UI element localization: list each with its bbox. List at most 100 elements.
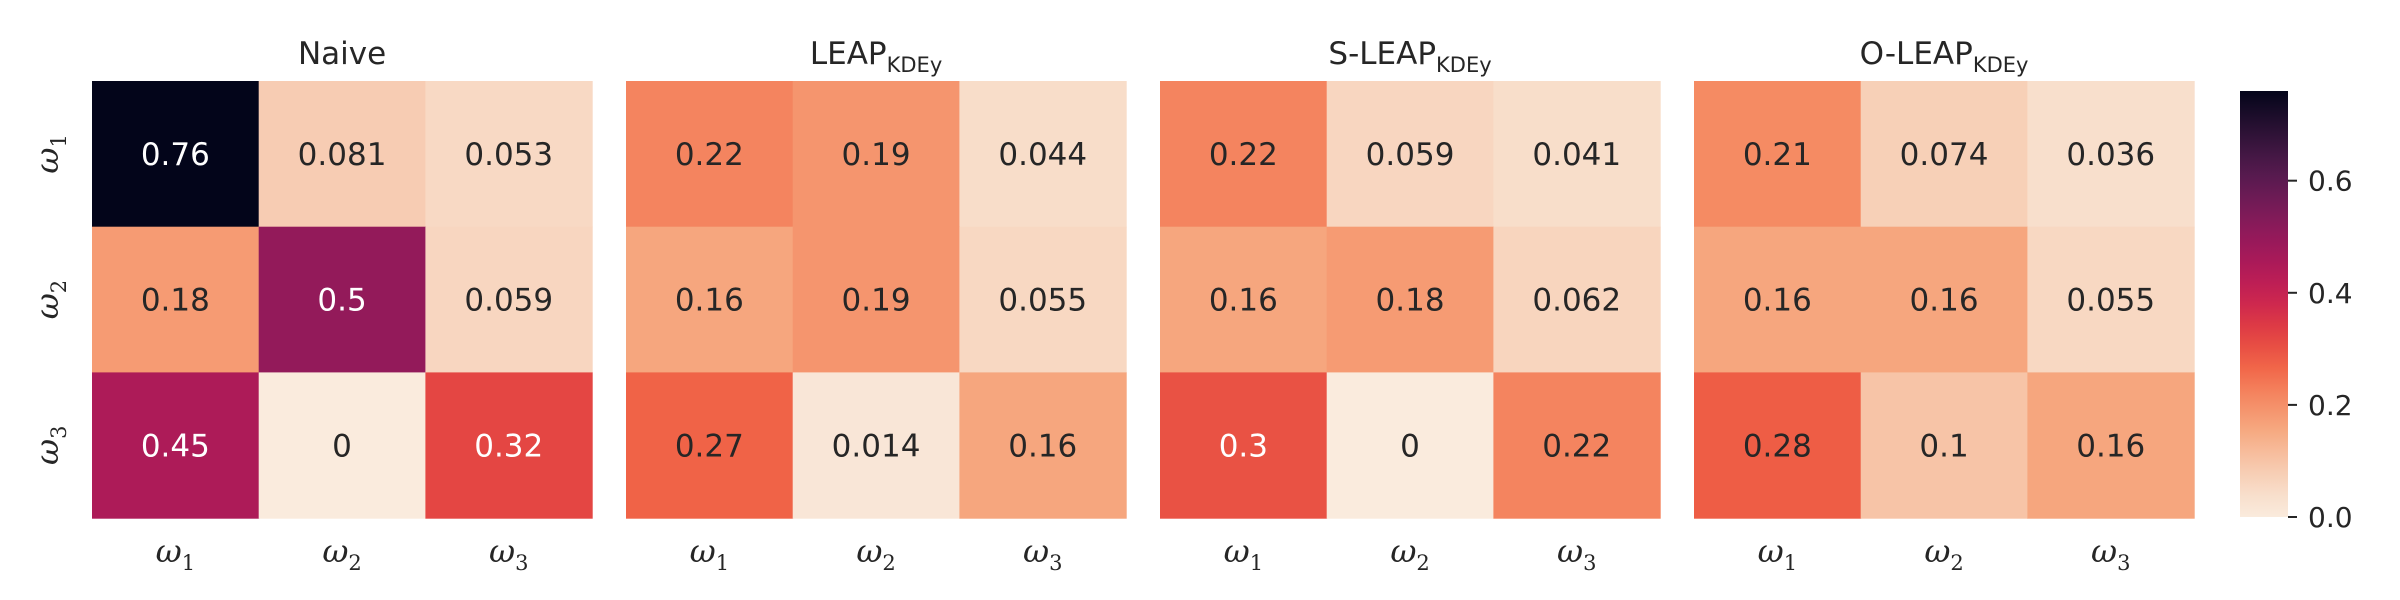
colorbar-tick-label: 0.2 (2308, 389, 2353, 422)
heatmap-cell (92, 81, 260, 228)
x-tick-label: ω3 (489, 532, 528, 575)
heatmap-panel: O-LEAPKDEy 0.21 0.074 0.036 0.16 0.16 0.055 0.2… (1694, 36, 2195, 575)
y-tick-label: ω2 (28, 280, 71, 319)
heatmap-panel: Naive 0.76 0.081 0.053 0.18 0.5 0.059 0.45 0 0.32… (28, 36, 593, 575)
heatmap-cell (792, 226, 960, 373)
cell-value-label: 0.16 (1008, 428, 1077, 464)
cell-value-label: 0.5 (317, 283, 366, 319)
heatmap-cell (1694, 226, 1862, 373)
colorbar-gradient (2240, 91, 2288, 517)
cell-value-label: 0.22 (1209, 137, 1278, 173)
heatmap-cell (1694, 81, 1862, 228)
cell-value-label: 0.28 (1743, 428, 1812, 464)
cell-value-label: 0.16 (2076, 428, 2145, 464)
heatmap-cell (1694, 372, 1862, 519)
cell-value-label: 0.074 (1900, 137, 1989, 173)
cell-value-label: 0.18 (1376, 283, 1445, 319)
heatmap-cell (959, 372, 1127, 519)
cell-value-label: 0.76 (141, 137, 210, 173)
cell-value-label: 0.062 (1532, 283, 1621, 319)
heatmap-cell (258, 372, 426, 519)
heatmap-cell (425, 226, 593, 373)
heatmap-panels: Naive 0.76 0.081 0.053 0.18 0.5 0.059 0.45 0 0.32… (28, 36, 2195, 575)
cell-value-label: 0 (332, 428, 352, 464)
heatmap-cell (792, 81, 960, 228)
cell-value-label: 0.059 (1366, 137, 1455, 173)
x-tick-label: ω1 (690, 532, 729, 575)
cell-value-label: 0.16 (1910, 283, 1979, 319)
heatmap-cell (92, 226, 260, 373)
heatmap-cell (1493, 226, 1661, 373)
heatmap-cell (626, 226, 794, 373)
heatmap-cell (2027, 372, 2195, 519)
cell-value-label: 0.16 (1209, 283, 1278, 319)
cell-value-label: 0.22 (1542, 428, 1611, 464)
panel-title: O-LEAPKDEy (1860, 36, 2029, 77)
cell-value-label: 0.081 (298, 137, 387, 173)
x-tick-label: ω2 (1924, 532, 1963, 575)
cell-value-label: 0.32 (474, 428, 543, 464)
cell-value-label: 0.044 (998, 137, 1087, 173)
cell-value-label: 0.18 (141, 283, 210, 319)
cell-value-label: 0.45 (141, 428, 210, 464)
cell-value-label: 0 (1400, 428, 1420, 464)
heatmap-cell (2027, 226, 2195, 373)
cell-value-label: 0.22 (675, 137, 744, 173)
heatmap-cell (959, 81, 1127, 228)
heatmap-cell (92, 372, 260, 519)
x-tick-label: ω2 (1390, 532, 1429, 575)
heatmap-cell (1860, 372, 2028, 519)
colorbar: 0.0 0.2 0.4 0.6 (2240, 91, 2353, 534)
x-tick-label: ω1 (1224, 532, 1263, 575)
cell-value-label: 0.014 (832, 428, 921, 464)
cell-value-label: 0.1 (1919, 428, 1968, 464)
heatmap-cell (1493, 81, 1661, 228)
heatmap-cell (1326, 226, 1494, 373)
heatmap-cell (626, 372, 794, 519)
heatmap-cell (258, 81, 426, 228)
heatmap-cell (626, 81, 794, 228)
heatmap-cell (1860, 226, 2028, 373)
heatmap-cell (1493, 372, 1661, 519)
y-tick-label: ω1 (28, 134, 71, 173)
cell-value-label: 0.041 (1532, 137, 1621, 173)
heatmap-cell (792, 372, 960, 519)
colorbar-tick-label: 0.0 (2308, 501, 2353, 534)
cell-value-label: 0.16 (1743, 283, 1812, 319)
x-tick-label: ω2 (322, 532, 361, 575)
heatmap-cell (1160, 81, 1328, 228)
heatmap-cell (2027, 81, 2195, 228)
x-tick-label: ω1 (156, 532, 195, 575)
colorbar-tick-label: 0.6 (2308, 165, 2353, 198)
y-tick-label: ω3 (28, 426, 71, 465)
x-tick-label: ω3 (1023, 532, 1062, 575)
heatmap-cell (258, 226, 426, 373)
cell-value-label: 0.055 (998, 283, 1087, 319)
panel-title: S-LEAPKDEy (1328, 36, 1491, 77)
cell-value-label: 0.036 (2066, 137, 2155, 173)
heatmap-cell (425, 81, 593, 228)
x-tick-label: ω2 (856, 532, 895, 575)
cell-value-label: 0.19 (842, 283, 911, 319)
cell-value-label: 0.055 (2066, 283, 2155, 319)
cell-value-label: 0.16 (675, 283, 744, 319)
heatmap-cell (425, 372, 593, 519)
cell-value-label: 0.27 (675, 428, 744, 464)
heatmap-cell (1326, 81, 1494, 228)
heatmap-cell (1160, 226, 1328, 373)
heatmap-cell (1326, 372, 1494, 519)
colorbar-tick-label: 0.4 (2308, 277, 2353, 310)
heatmap-cell (1160, 372, 1328, 519)
heatmap-panel: S-LEAPKDEy 0.22 0.059 0.041 0.16 0.18 0.062 0.3… (1160, 36, 1661, 575)
x-tick-label: ω3 (1557, 532, 1596, 575)
cell-value-label: 0.053 (464, 137, 553, 173)
cell-value-label: 0.3 (1219, 428, 1268, 464)
x-tick-label: ω1 (1758, 532, 1797, 575)
cell-value-label: 0.19 (842, 137, 911, 173)
cell-value-label: 0.21 (1743, 137, 1812, 173)
panel-title: Naive (298, 36, 386, 72)
x-tick-label: ω3 (2091, 532, 2130, 575)
heatmap-panel: LEAPKDEy 0.22 0.19 0.044 0.16 0.19 0.055 0.27 0.… (626, 36, 1127, 575)
cell-value-label: 0.059 (464, 283, 553, 319)
